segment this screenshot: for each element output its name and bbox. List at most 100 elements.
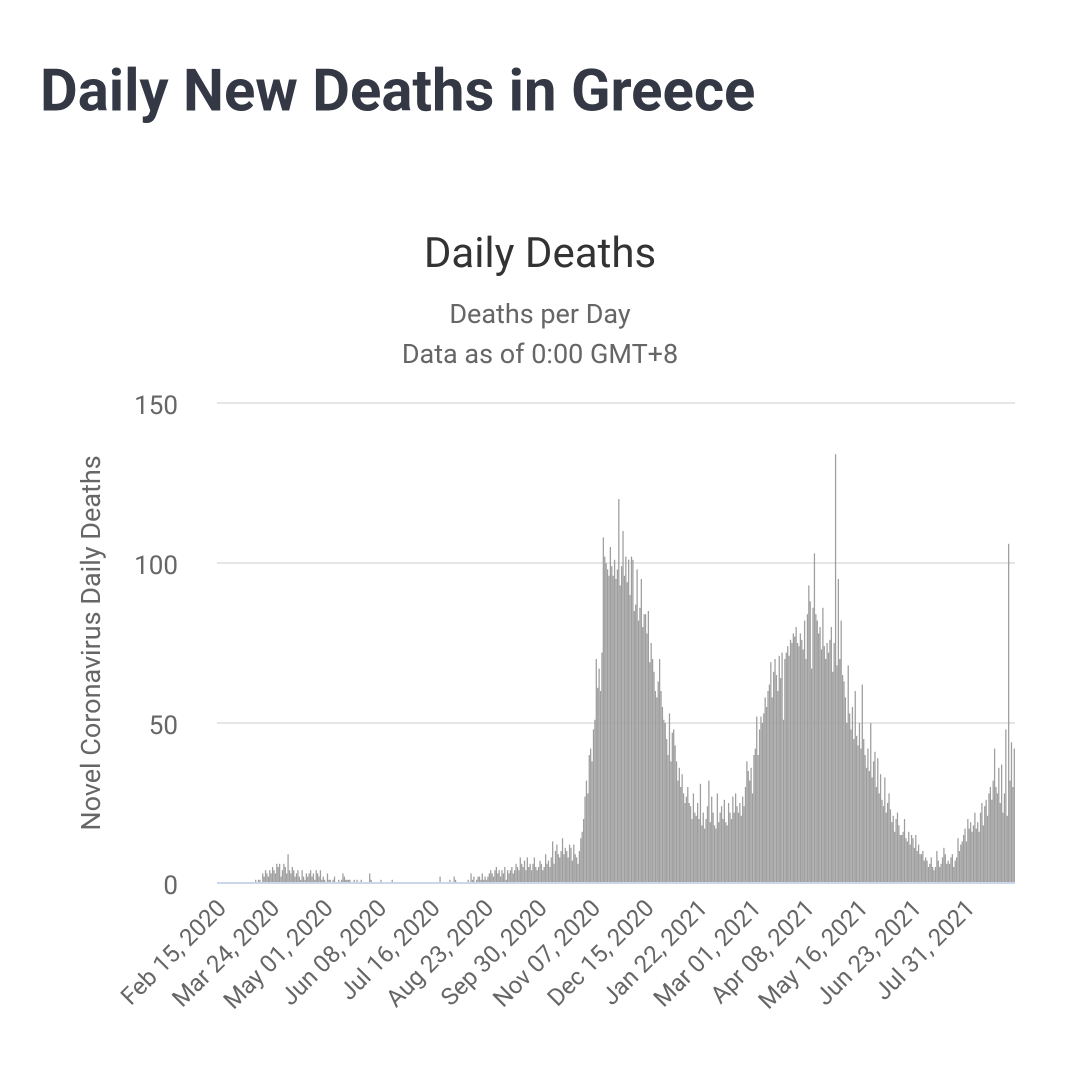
bar <box>972 825 975 883</box>
bar <box>886 803 889 883</box>
bar <box>559 857 561 883</box>
bar <box>808 585 810 883</box>
bar <box>649 662 651 883</box>
bar <box>929 863 931 883</box>
bar <box>906 841 908 883</box>
bar <box>865 767 868 883</box>
bar <box>764 697 766 883</box>
bar <box>314 879 316 883</box>
bar <box>794 636 796 883</box>
bar <box>915 835 917 883</box>
bar <box>712 812 714 883</box>
bar <box>604 556 606 883</box>
bar <box>343 876 346 883</box>
bar <box>370 879 372 883</box>
bar <box>702 812 704 883</box>
bar <box>611 566 613 883</box>
bar <box>947 860 949 883</box>
bar <box>532 863 534 883</box>
bar <box>560 851 562 883</box>
bar <box>564 847 566 883</box>
bar <box>592 729 595 883</box>
bar <box>909 844 911 883</box>
bar <box>276 863 278 883</box>
bar <box>1009 780 1011 883</box>
bar <box>753 755 755 883</box>
bar <box>332 879 334 883</box>
bar <box>528 867 530 883</box>
bar <box>711 796 713 883</box>
bar <box>471 879 474 883</box>
bar <box>916 851 918 883</box>
bar <box>795 627 797 883</box>
bar <box>542 870 544 883</box>
bar <box>283 863 285 883</box>
bar <box>747 771 749 883</box>
bar <box>311 876 313 883</box>
bar <box>988 793 990 883</box>
bar <box>328 879 330 883</box>
bar <box>813 553 816 883</box>
bar <box>908 831 910 883</box>
bar <box>872 761 875 883</box>
bar <box>286 873 288 883</box>
bar <box>470 873 472 883</box>
bar <box>295 873 298 883</box>
bar <box>546 863 548 883</box>
bar <box>733 812 735 883</box>
bar <box>605 563 607 883</box>
bar <box>768 684 771 883</box>
bar <box>346 879 348 883</box>
bar <box>537 867 540 883</box>
bar <box>760 716 762 883</box>
bar <box>970 822 972 883</box>
bar <box>1013 748 1015 883</box>
bar <box>774 659 776 883</box>
bar <box>522 867 524 883</box>
bar <box>709 822 711 883</box>
bar <box>867 748 869 883</box>
bar <box>830 627 832 883</box>
bar <box>826 643 828 883</box>
bar <box>518 870 520 883</box>
bar <box>573 844 575 883</box>
bar <box>291 867 293 883</box>
chart-subtitle: Deaths per Day <box>449 298 631 330</box>
bar <box>578 851 581 883</box>
bar <box>924 857 927 883</box>
bar <box>962 835 965 883</box>
bar <box>989 787 992 883</box>
bar <box>905 838 907 883</box>
bar <box>590 748 592 883</box>
bar <box>815 614 817 883</box>
bar <box>287 854 289 883</box>
bar <box>476 879 478 883</box>
bar <box>511 867 513 883</box>
bar <box>582 819 585 883</box>
bar <box>750 767 752 883</box>
bar <box>677 780 679 883</box>
bar <box>787 646 789 883</box>
bar <box>658 659 661 883</box>
bar <box>968 828 970 883</box>
bar <box>591 761 593 883</box>
bar <box>898 825 900 883</box>
bar <box>492 876 495 883</box>
bar <box>716 793 718 883</box>
bar <box>829 639 831 883</box>
bar <box>744 787 747 883</box>
bar <box>312 873 315 883</box>
bar <box>487 876 489 883</box>
bar <box>936 851 938 883</box>
bar <box>321 879 323 883</box>
bar <box>595 659 597 883</box>
bar <box>575 857 578 883</box>
chart-note: Data as of 0:00 GMT+8 <box>402 338 678 370</box>
bar <box>979 812 982 883</box>
bar <box>608 575 610 883</box>
bar <box>302 876 305 883</box>
bar <box>796 643 799 883</box>
bar <box>636 569 638 883</box>
bar <box>322 876 324 883</box>
bar <box>746 761 748 883</box>
